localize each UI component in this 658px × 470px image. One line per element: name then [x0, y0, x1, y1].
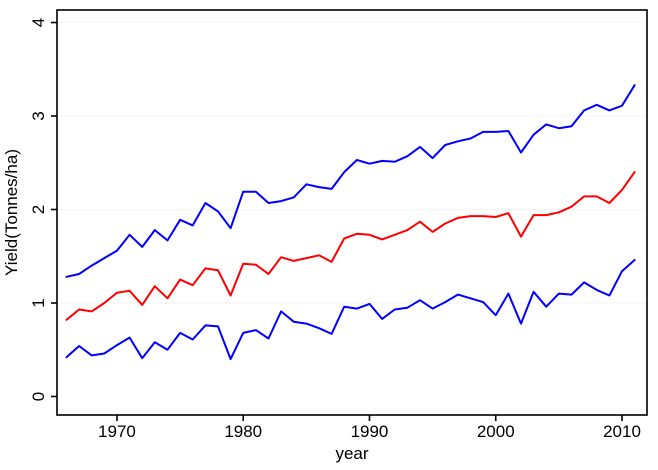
- x-axis-title: year: [335, 444, 368, 463]
- top-blue-line: [65, 84, 636, 278]
- axis-ticks: [51, 21, 623, 421]
- gridlines: [57, 22, 647, 304]
- y-axis-title: Yield(Tonnes/ha): [2, 149, 21, 276]
- x-tick-label-2000: 2000: [477, 422, 515, 441]
- y-tick-label-1: 1: [29, 298, 48, 307]
- middle-red-line: [65, 171, 636, 321]
- y-tick-label-3: 3: [29, 111, 48, 120]
- y-tick-label-0: 0: [29, 392, 48, 401]
- y-tick-label-2: 2: [29, 205, 48, 214]
- y-tick-label-4: 4: [29, 18, 48, 27]
- data-series: [65, 84, 636, 361]
- x-tick-label-1980: 1980: [224, 422, 262, 441]
- bottom-blue-line: [65, 259, 636, 361]
- x-tick-label-2010: 2010: [603, 422, 641, 441]
- x-tick-label-1970: 1970: [98, 422, 136, 441]
- x-tick-label-1990: 1990: [351, 422, 389, 441]
- plot-border: [56, 9, 648, 416]
- axis-tick-labels: 1970 1980 1990 2000 2010 0 1 2 3 4: [29, 18, 641, 441]
